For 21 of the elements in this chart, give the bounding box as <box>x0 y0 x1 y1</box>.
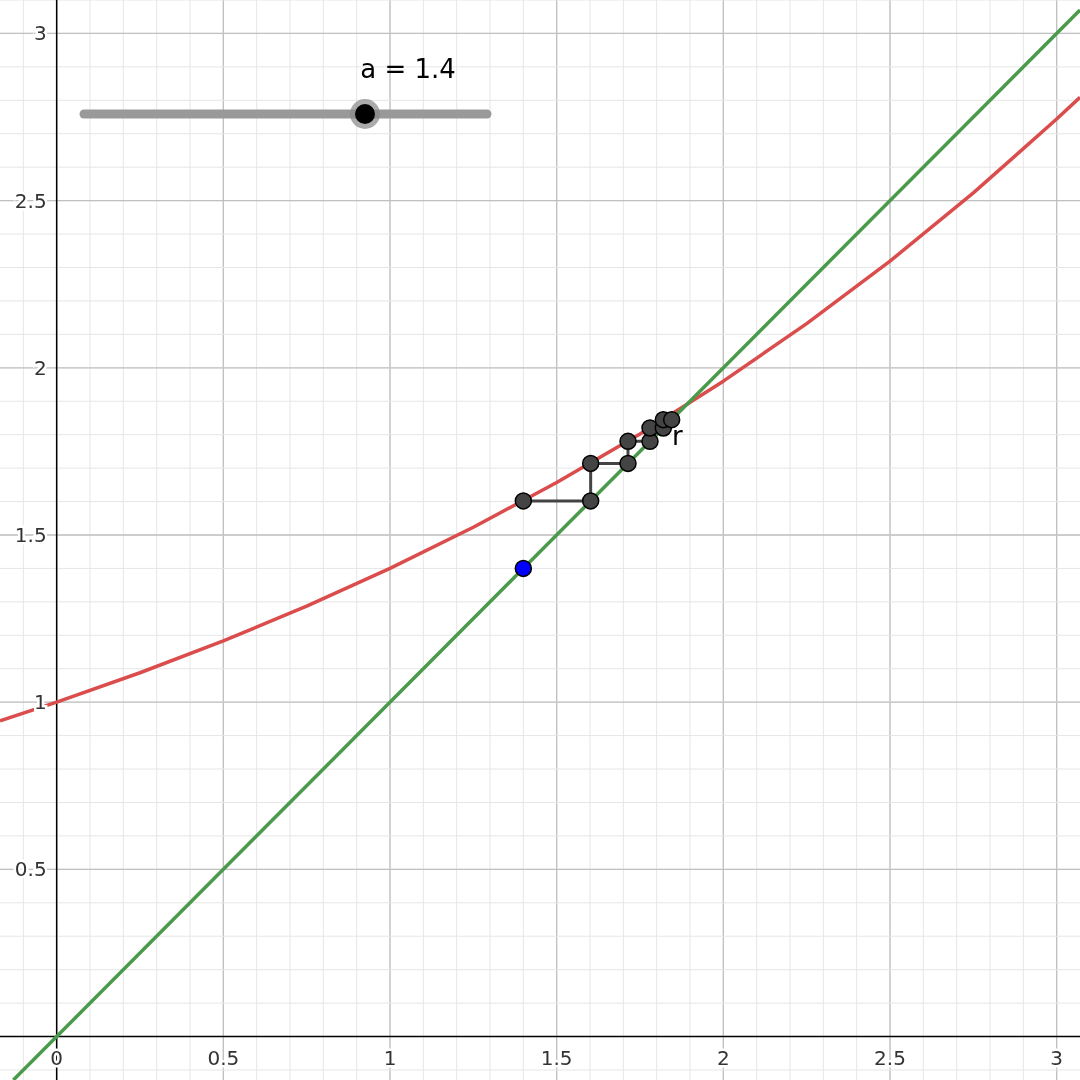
point <box>662 410 681 429</box>
annotation: a = 1.4 <box>360 54 456 84</box>
point <box>581 492 600 510</box>
x-tick-label: 0.5 <box>207 1045 240 1070</box>
y-tick-label: 2.5 <box>14 188 47 213</box>
y-tick-label: 3 <box>33 21 47 46</box>
x-tick-label: 1.5 <box>540 1045 573 1070</box>
point <box>514 492 533 510</box>
y-tick-label: 1.5 <box>14 522 47 547</box>
x-tick-label: 2 <box>716 1045 730 1070</box>
point <box>514 559 533 578</box>
x-tick-label: 3 <box>1050 1045 1064 1070</box>
x-tick-label: 2.5 <box>874 1045 906 1070</box>
y-tick-label: 2 <box>33 355 47 380</box>
line-series <box>0 95 1080 723</box>
x-tick-label: 1 <box>383 1045 397 1070</box>
annotation: r <box>671 420 683 451</box>
point <box>581 454 600 473</box>
point <box>619 454 637 473</box>
y-tick-label: 0.5 <box>14 857 47 882</box>
point <box>619 432 637 451</box>
